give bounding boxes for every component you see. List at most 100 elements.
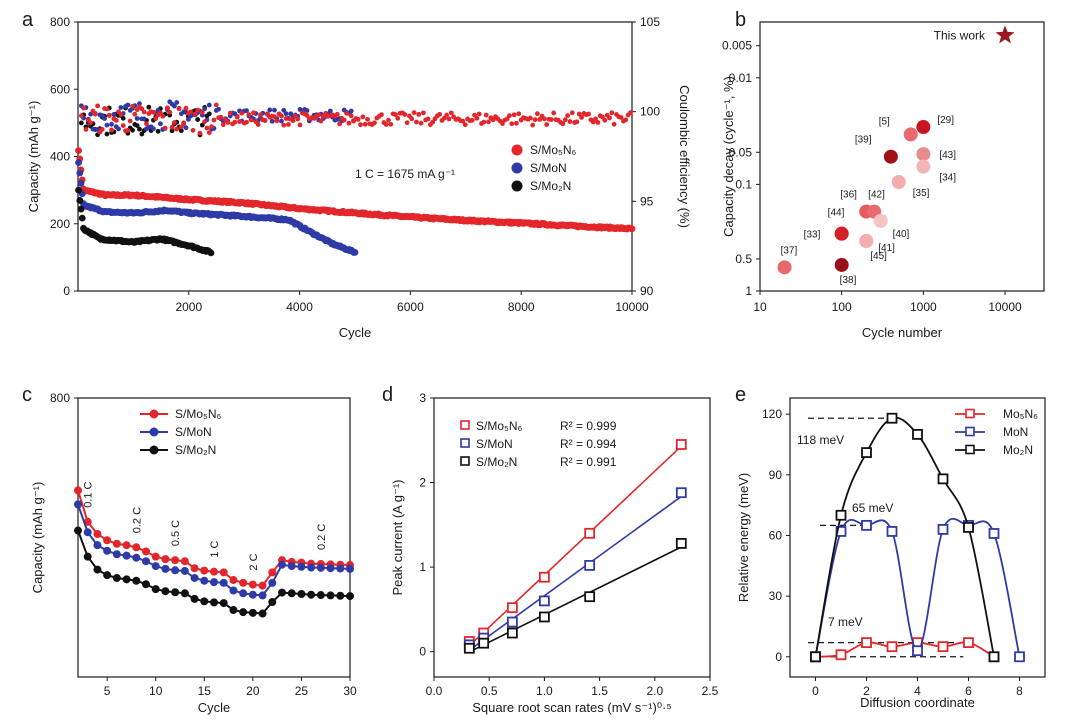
legend-label-a: S/Mo₂N	[530, 179, 571, 193]
rate-point	[200, 597, 209, 606]
ce-point	[395, 115, 401, 121]
ce-point	[160, 113, 166, 119]
rate-point	[180, 589, 189, 598]
ce-point	[125, 102, 131, 108]
ce-point	[446, 116, 452, 122]
rate-label: 1 C	[209, 541, 221, 558]
legend-label-e: Mo₂N	[1003, 443, 1033, 457]
ce-point	[178, 128, 184, 134]
literature-point	[883, 149, 898, 164]
rate-point	[103, 546, 112, 555]
peak-point	[584, 560, 596, 571]
ce-point	[476, 111, 482, 117]
rate-label: 0.2 C	[316, 524, 328, 550]
ytick-label-e: 0	[775, 650, 782, 664]
ce-point	[251, 110, 256, 116]
xtick-label-e: 4	[914, 684, 921, 698]
energy-curve	[814, 517, 1021, 657]
ce-point	[234, 114, 240, 120]
ce-point	[139, 131, 145, 137]
xtick-label-b: 10	[753, 300, 767, 314]
reference-label: [44]	[828, 208, 845, 219]
ce-point	[420, 110, 426, 116]
ce-point	[404, 120, 410, 126]
legend-marker-a	[511, 162, 523, 174]
rate-point	[210, 567, 218, 576]
ytick-label-left-a: 600	[50, 82, 70, 96]
rate-point	[297, 562, 306, 571]
series-peak-2	[463, 538, 687, 654]
reference-label: [38]	[840, 275, 857, 286]
ce-point	[174, 100, 180, 105]
ytick-label-e: 120	[762, 407, 782, 421]
rate-point	[316, 563, 325, 572]
ce-point	[255, 122, 261, 127]
energy-point	[1014, 651, 1025, 663]
ce-point	[216, 106, 222, 112]
capacity-point	[628, 225, 636, 233]
y-axis-label-d: Peak current (A g⁻¹)	[390, 480, 405, 596]
legend-marker-e	[965, 408, 975, 419]
ce-point	[258, 112, 263, 118]
reference-label: [42]	[868, 190, 885, 201]
xtick-label-c: 30	[343, 684, 357, 698]
plot-frame-b	[759, 21, 1045, 292]
ce-point	[174, 126, 180, 132]
ytick-label-d: 2	[419, 476, 426, 490]
rate-point	[278, 560, 286, 569]
ce-point	[530, 122, 536, 128]
rate-label: 0.5 C	[170, 520, 182, 546]
r-squared-label: R² = 0.991	[560, 455, 617, 469]
ce-point	[418, 120, 424, 126]
ce-point	[567, 119, 573, 124]
ce-point	[130, 127, 135, 133]
ce-point	[448, 110, 454, 116]
ce-point	[274, 118, 280, 124]
reference-label: [43]	[939, 150, 956, 161]
series-rate-2	[74, 526, 354, 618]
rate-label: 0.2 C	[131, 507, 143, 533]
ce-point	[134, 116, 140, 121]
reference-label: [41]	[878, 243, 895, 254]
rate-point	[258, 591, 267, 600]
rate-point	[239, 589, 248, 598]
peak-point	[675, 439, 687, 450]
energy-point	[861, 637, 872, 649]
legend-marker-c	[149, 445, 159, 455]
ce-point	[593, 116, 598, 122]
rate-point	[268, 578, 277, 587]
rate-point	[210, 598, 218, 607]
panel-label-d: d	[382, 384, 393, 406]
literature-point	[834, 226, 849, 241]
ce-point	[239, 110, 245, 116]
ce-point	[544, 122, 550, 127]
ce-point	[137, 126, 142, 132]
ce-point	[334, 111, 340, 117]
ce-point	[402, 112, 408, 117]
ce-point	[462, 122, 468, 128]
series-peak-0	[463, 439, 687, 647]
ce-point	[197, 130, 203, 136]
rate-point	[268, 568, 277, 577]
ce-point	[195, 107, 201, 113]
peak-point	[539, 595, 550, 607]
x-axis-label-e: Diffusion coordinate	[860, 695, 975, 710]
rate-point	[151, 562, 160, 571]
ce-point	[595, 120, 601, 125]
ce-point	[474, 115, 480, 121]
ce-point	[272, 107, 277, 113]
legend-label-c: S/MoN	[175, 425, 212, 439]
ce-point	[183, 105, 189, 111]
this-work-star	[995, 25, 1015, 44]
ce-point	[362, 121, 368, 127]
ce-point	[232, 119, 238, 125]
rate-point	[112, 573, 121, 582]
xtick-label-b: 1000	[910, 300, 937, 314]
ce-point	[346, 120, 352, 126]
rate-point	[142, 547, 150, 556]
legend-marker-e	[965, 444, 975, 455]
ce-point	[171, 103, 177, 109]
ce-point	[169, 124, 175, 130]
ce-point	[341, 117, 347, 123]
xtick-label-c: 15	[198, 684, 212, 698]
